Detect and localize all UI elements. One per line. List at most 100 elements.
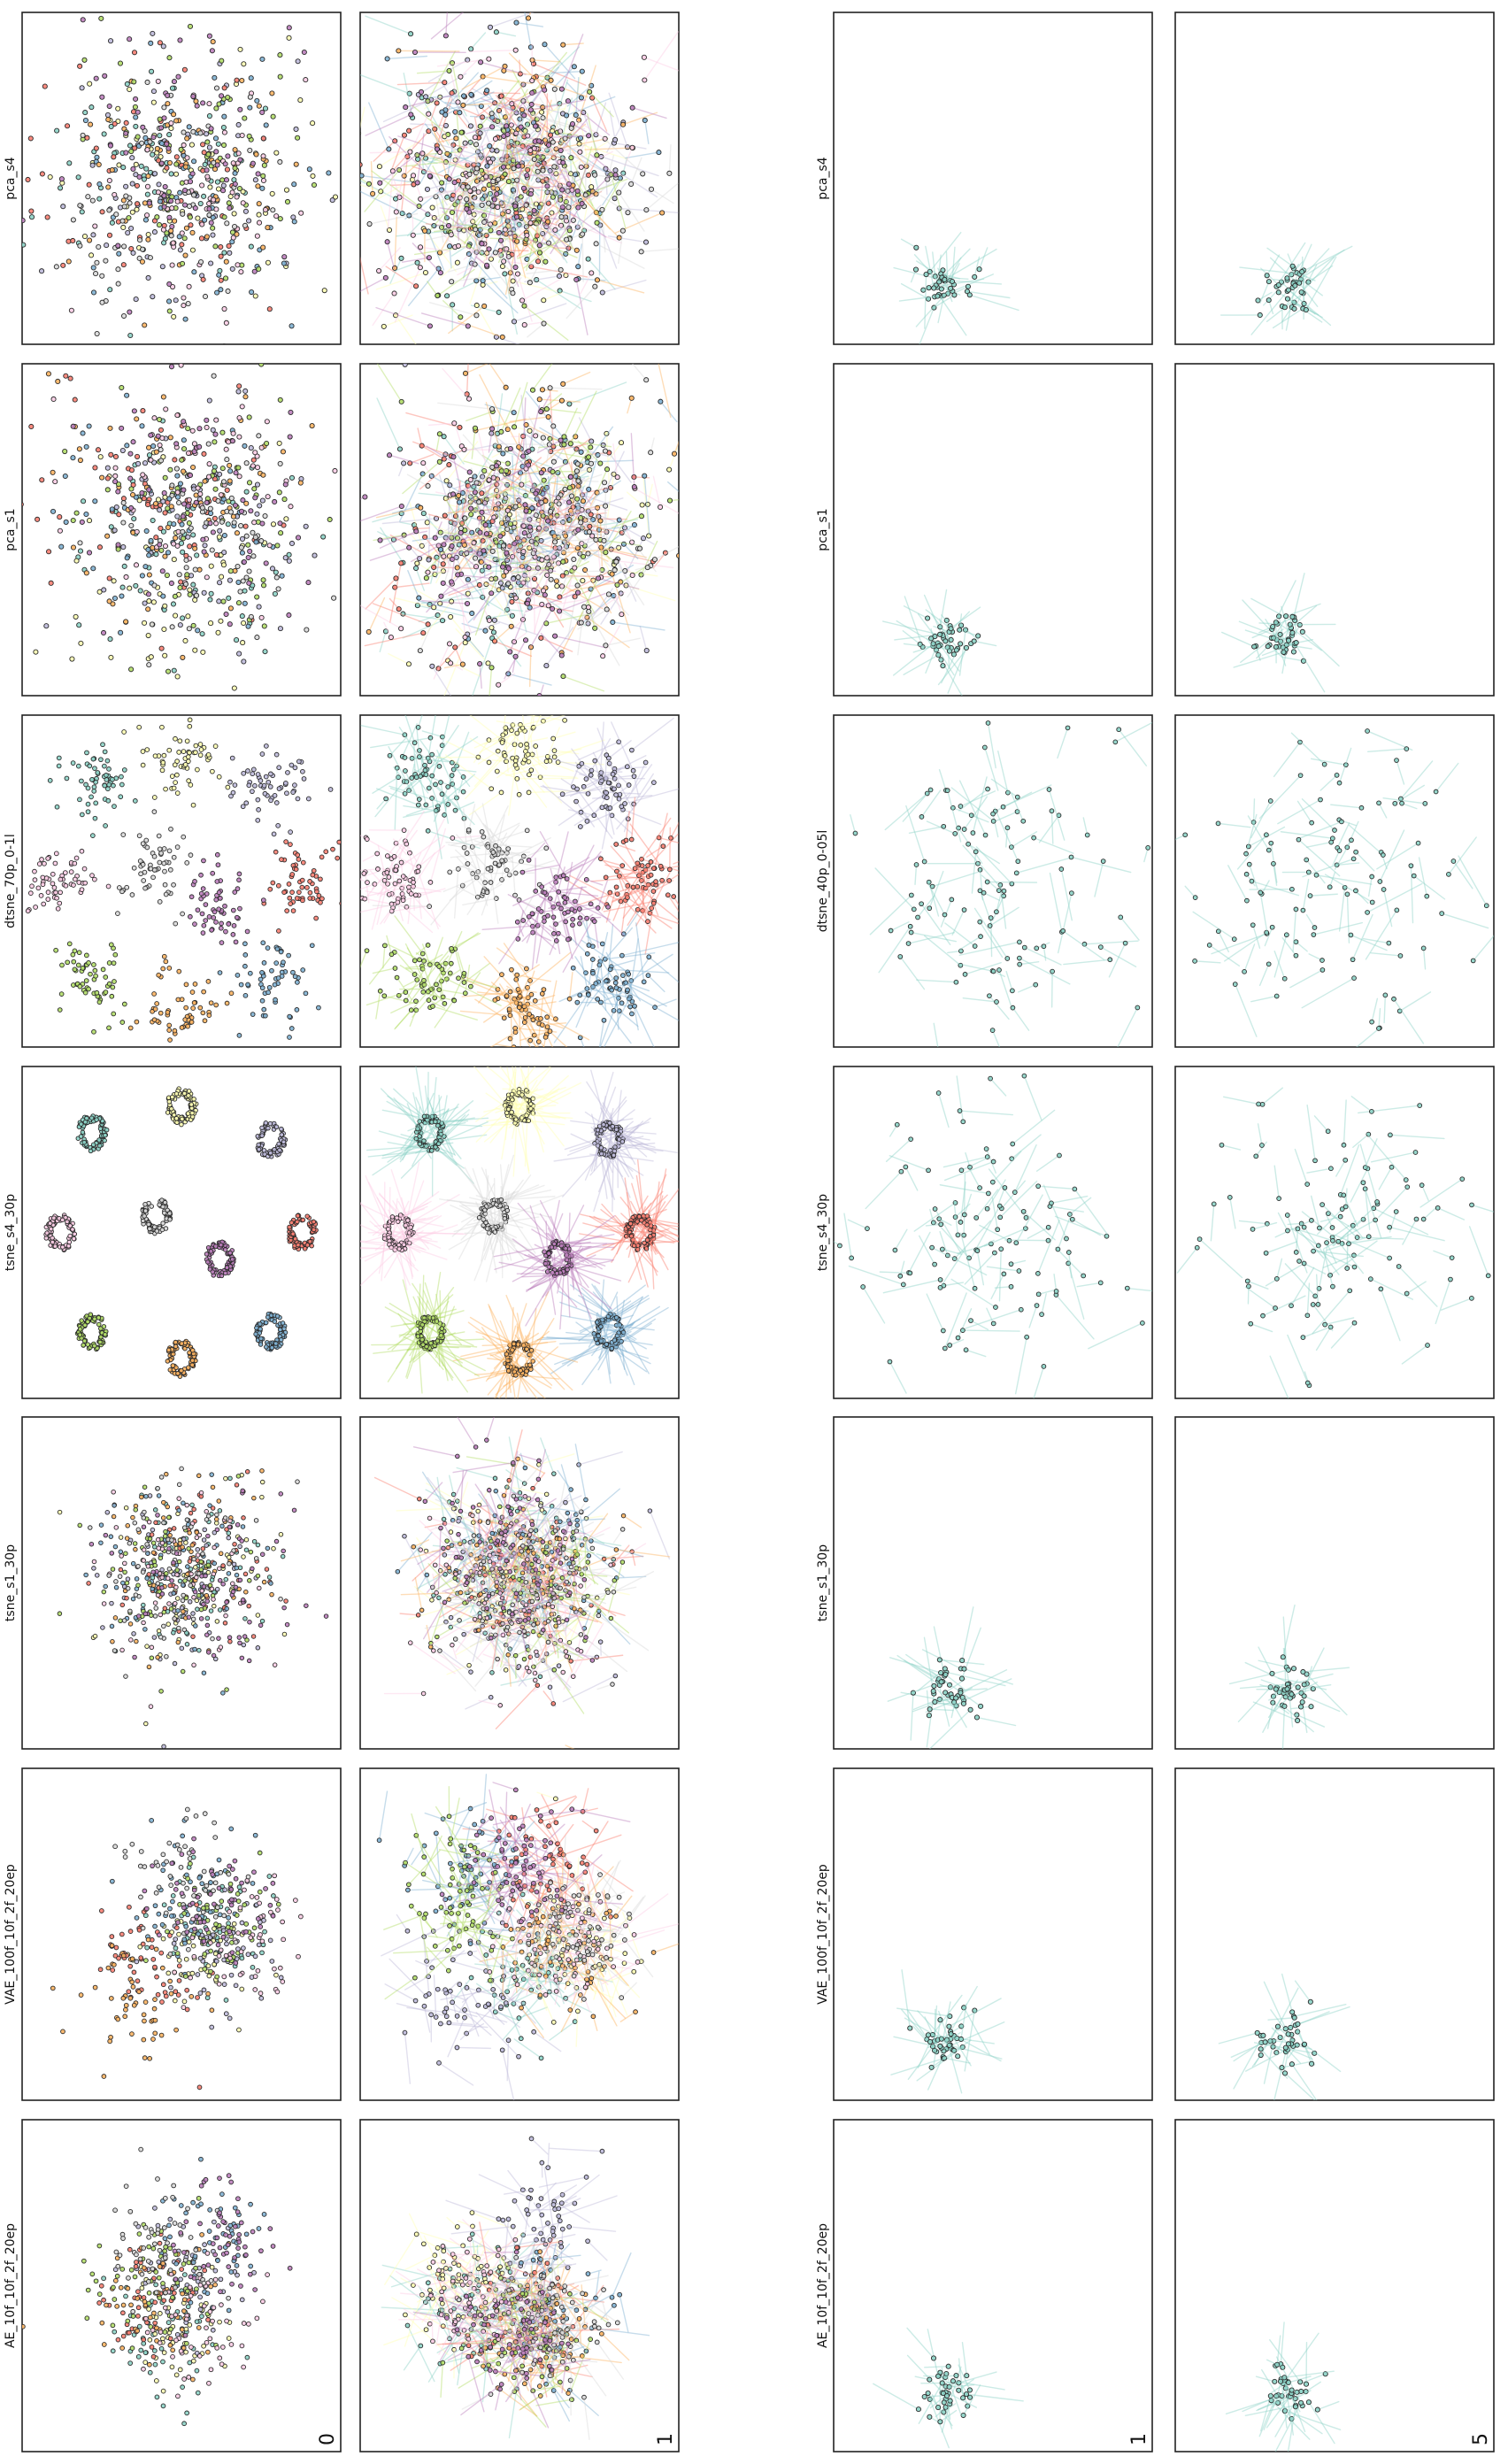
data-point (128, 486, 135, 492)
data-point (175, 1639, 181, 1645)
data-point (166, 747, 173, 753)
data-point (263, 1344, 269, 1350)
data-point (187, 179, 194, 185)
data-point (281, 959, 286, 966)
data-point (222, 1247, 228, 1252)
data-point (162, 510, 168, 516)
data-point (252, 1832, 258, 1838)
data-point (146, 598, 152, 604)
data-point (171, 882, 176, 888)
data-point (78, 1134, 84, 1139)
data-point (173, 1551, 180, 1556)
data-point (33, 905, 38, 910)
data-point (223, 258, 229, 265)
data-point (160, 2403, 166, 2409)
data-point (188, 1549, 194, 1554)
trajectory-line (535, 279, 581, 310)
data-point (111, 960, 117, 966)
data-point (115, 2337, 121, 2343)
data-point (214, 1619, 220, 1624)
data-point (142, 217, 149, 223)
data-point (250, 1012, 256, 1017)
data-point (182, 637, 188, 644)
data-point (212, 1835, 219, 1840)
data-point (487, 24, 494, 30)
data-point (209, 547, 215, 553)
data-point (140, 749, 146, 754)
data-point (243, 1589, 249, 1595)
data-point (478, 152, 484, 158)
data-point (119, 1602, 126, 1608)
data-point (145, 1551, 150, 1556)
data-point (236, 1635, 242, 1640)
data-point (55, 378, 61, 385)
data-point (240, 189, 246, 195)
data-point (252, 782, 258, 789)
data-point (64, 775, 70, 782)
data-point (135, 201, 141, 207)
data-point (456, 227, 462, 233)
data-point (295, 535, 302, 541)
data-point (27, 135, 34, 142)
data-point (165, 92, 171, 98)
data-point (224, 2318, 229, 2324)
data-point (257, 1585, 262, 1591)
data-point (178, 579, 184, 585)
data-point (553, 171, 559, 177)
data-point (307, 896, 313, 901)
data-point (100, 742, 105, 748)
data-point (224, 1000, 230, 1006)
data-point (71, 959, 77, 965)
data-point (96, 999, 103, 1005)
data-point (210, 2318, 215, 2324)
data-point (201, 2343, 206, 2349)
data-point (112, 1952, 119, 1959)
data-point (83, 1572, 88, 1578)
data-point (612, 196, 618, 202)
data-point (168, 1606, 174, 1612)
data-point (158, 447, 164, 453)
data-point (253, 1518, 259, 1523)
data-point (581, 110, 587, 116)
data-point (220, 2219, 226, 2224)
data-point (211, 468, 218, 474)
data-point (135, 1978, 141, 1984)
data-point (175, 1608, 181, 1613)
data-point (188, 1879, 193, 1885)
data-point (141, 2245, 147, 2251)
data-point (150, 1540, 157, 1546)
data-point (119, 1647, 125, 1653)
data-point (186, 1939, 192, 1944)
data-point (201, 858, 206, 864)
data-point (311, 181, 318, 189)
data-point (187, 1350, 192, 1356)
data-point (191, 1953, 197, 1960)
data-point (274, 543, 281, 549)
data-point (96, 1143, 103, 1149)
data-point (185, 534, 191, 540)
data-point (142, 1208, 149, 1213)
data-point (146, 2234, 152, 2240)
data-point (129, 1979, 135, 1985)
data-point (165, 189, 172, 195)
data-point (219, 519, 225, 525)
data-point (192, 921, 197, 927)
data-point (120, 832, 127, 837)
data-point (150, 30, 156, 36)
data-point (99, 209, 105, 215)
data-point (272, 1662, 278, 1667)
data-point (60, 1244, 65, 1250)
data-point (150, 134, 157, 141)
data-point (208, 1249, 214, 1254)
data-point (252, 450, 258, 456)
data-point (106, 207, 112, 213)
data-point (207, 2309, 213, 2314)
data-point (60, 204, 66, 210)
panel-frame (21, 1767, 342, 2101)
data-point (204, 1615, 211, 1621)
data-point (143, 1958, 149, 1963)
data-point (178, 1864, 184, 1870)
data-point (279, 573, 285, 579)
data-point (94, 331, 100, 337)
data-point (167, 1037, 173, 1043)
